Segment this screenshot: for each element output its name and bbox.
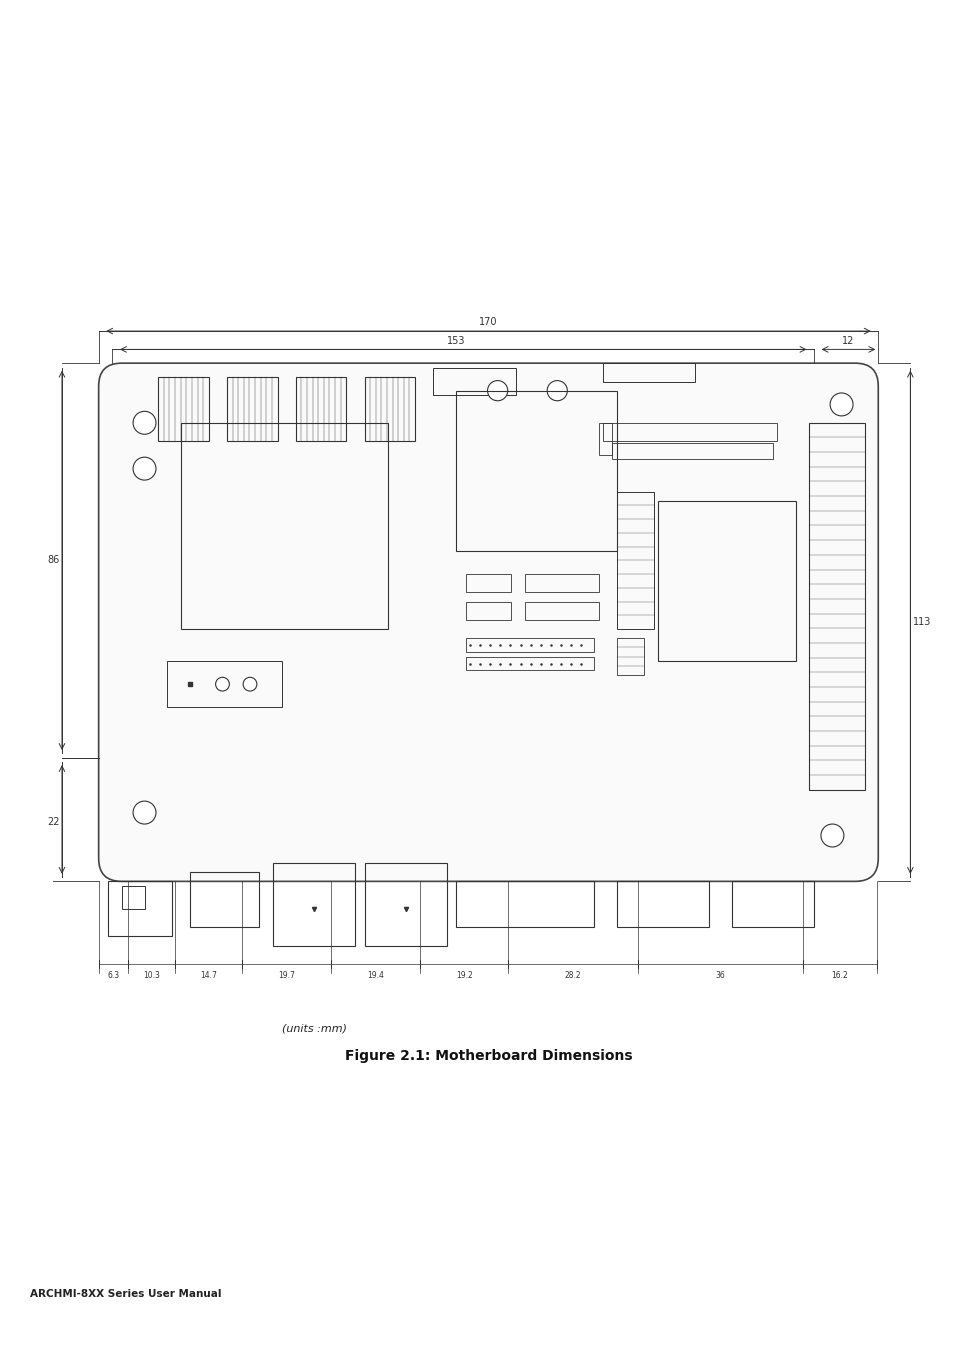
Bar <box>465 639 594 652</box>
Bar <box>433 367 516 396</box>
Text: 10.3: 10.3 <box>143 971 159 980</box>
Circle shape <box>243 678 256 691</box>
Bar <box>364 863 447 945</box>
Bar <box>168 662 282 707</box>
Text: 19.2: 19.2 <box>456 971 472 980</box>
Bar <box>658 501 795 662</box>
Text: Figure 2.1: Motherboard Dimensions: Figure 2.1: Motherboard Dimensions <box>344 1049 632 1062</box>
Bar <box>809 423 863 790</box>
Text: 36: 36 <box>715 971 724 980</box>
Bar <box>121 886 144 909</box>
Bar <box>617 491 653 629</box>
Bar <box>191 872 259 927</box>
Bar <box>602 363 694 382</box>
Bar <box>465 574 511 593</box>
Circle shape <box>829 393 852 416</box>
Text: (units :mm): (units :mm) <box>282 1023 347 1033</box>
Circle shape <box>821 824 843 846</box>
Text: 28.2: 28.2 <box>564 971 580 980</box>
Text: 19.7: 19.7 <box>278 971 294 980</box>
Circle shape <box>215 678 229 691</box>
FancyBboxPatch shape <box>98 363 878 882</box>
Text: 6.3: 6.3 <box>107 971 119 980</box>
Bar <box>181 423 387 629</box>
Bar <box>617 639 643 675</box>
Bar <box>731 882 813 927</box>
Bar <box>295 377 346 441</box>
Bar <box>273 863 355 945</box>
Bar <box>456 390 617 551</box>
Bar <box>108 882 172 937</box>
Bar <box>617 882 708 927</box>
Circle shape <box>132 458 156 481</box>
Bar <box>602 423 777 441</box>
Bar <box>364 377 415 441</box>
Bar <box>456 882 594 927</box>
Bar <box>524 602 598 620</box>
Bar <box>524 574 598 593</box>
Bar <box>465 602 511 620</box>
Circle shape <box>132 801 156 824</box>
Text: 16.2: 16.2 <box>830 971 847 980</box>
Bar <box>612 443 772 459</box>
Text: 14.7: 14.7 <box>200 971 216 980</box>
Text: 86: 86 <box>48 555 60 566</box>
Circle shape <box>132 412 156 435</box>
Text: 12: 12 <box>841 336 854 346</box>
Text: 19.4: 19.4 <box>367 971 384 980</box>
Text: ARCHMI-8XX Series User Manual: ARCHMI-8XX Series User Manual <box>30 1289 221 1299</box>
Bar <box>465 656 594 671</box>
Circle shape <box>487 381 507 401</box>
Bar <box>598 423 612 455</box>
Circle shape <box>547 381 567 401</box>
Text: 153: 153 <box>447 336 465 346</box>
Text: 22: 22 <box>47 817 60 826</box>
Bar <box>227 377 277 441</box>
Bar <box>158 377 209 441</box>
Text: 113: 113 <box>912 617 930 628</box>
Text: 170: 170 <box>478 317 497 328</box>
